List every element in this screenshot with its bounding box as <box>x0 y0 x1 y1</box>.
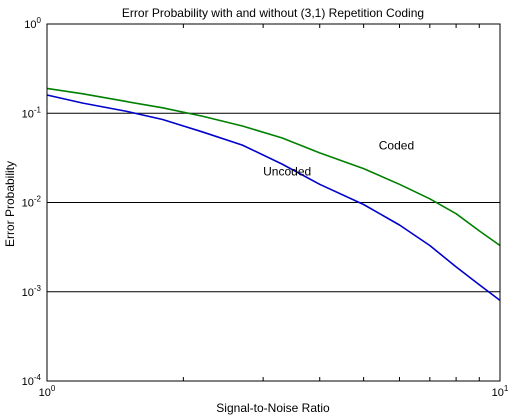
series-line-coded <box>46 87 501 247</box>
series-labels: Uncoded Coded <box>263 139 414 179</box>
x-tick-label: 101 <box>492 384 509 399</box>
series-line-uncoded <box>46 94 501 302</box>
plot-frame <box>46 23 501 382</box>
chart-title: Error Probability with and without (3,1)… <box>122 6 424 20</box>
x-tick-label: 100 <box>39 384 56 399</box>
series-label-uncoded: Uncoded <box>263 165 311 179</box>
x-axis-label: Signal-to-Noise Ratio <box>216 401 330 415</box>
y-tick-label: 10-4 <box>22 373 42 388</box>
y-tick-label: 10-3 <box>22 284 42 299</box>
y-tick-label: 100 <box>24 16 41 31</box>
grid-lines <box>47 112 500 293</box>
series-label-coded: Coded <box>379 139 414 153</box>
series-layer <box>46 87 501 302</box>
y-tick-label: 10-2 <box>22 195 42 210</box>
y-axis-label: Error Probability <box>3 161 17 247</box>
y-tick-label: 10-1 <box>22 105 42 120</box>
